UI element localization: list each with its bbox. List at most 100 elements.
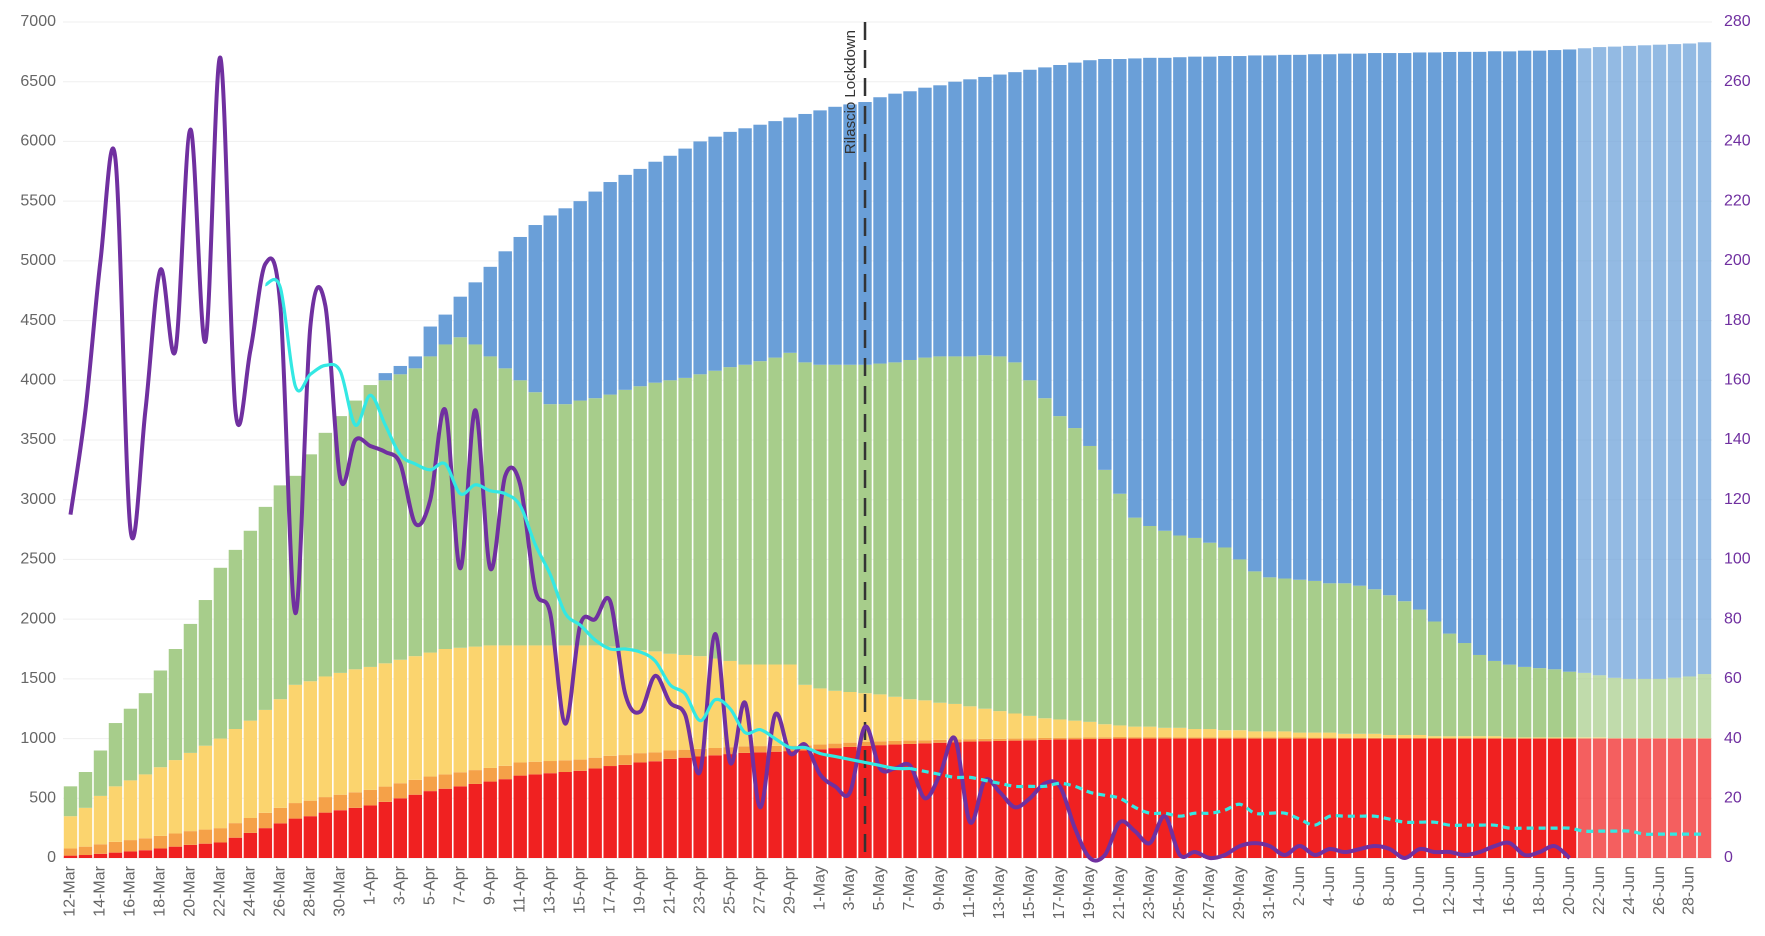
y-tick-label: 3500 — [20, 431, 56, 448]
bar-segment — [183, 844, 198, 858]
bar-segment — [1338, 737, 1352, 739]
bar-segment — [1008, 713, 1022, 739]
bar-segment — [1293, 579, 1307, 733]
bar-segment — [1113, 725, 1127, 738]
bar-segment — [468, 646, 482, 771]
bar-segment — [108, 786, 123, 842]
bar-segment — [378, 663, 392, 787]
bar-segment — [1562, 49, 1577, 672]
y2-tick-label: 260 — [1724, 73, 1751, 90]
bar-segment — [633, 650, 647, 754]
bar-segment — [768, 751, 782, 858]
y-tick-label: 2000 — [20, 610, 56, 627]
bar-segment — [63, 848, 78, 856]
bar-segment — [1143, 738, 1157, 858]
bar-segment — [543, 761, 557, 774]
bar-segment — [63, 855, 78, 858]
bar-segment — [648, 161, 662, 383]
bar-segment — [978, 355, 992, 709]
bar-segment — [768, 745, 782, 752]
bar-segment — [288, 818, 303, 858]
bar-segment — [948, 742, 962, 858]
bar-segment — [1143, 525, 1157, 727]
bar-segment — [1547, 737, 1562, 739]
bar-segment — [1652, 738, 1667, 858]
bar-segment — [738, 746, 752, 753]
bar-segment — [303, 816, 318, 858]
bar-segment — [1622, 738, 1637, 858]
bar-segment — [393, 659, 407, 784]
bar-segment — [1278, 738, 1292, 858]
x-tick-label: 18-Jun — [1531, 866, 1548, 915]
bar-segment — [1248, 738, 1262, 858]
y2-tick-label: 220 — [1724, 192, 1751, 209]
x-tick-label: 2-Jun — [1291, 866, 1308, 906]
bar-segment — [123, 840, 138, 852]
bar-segment — [1098, 59, 1112, 470]
bar-segment — [1068, 737, 1082, 740]
bar-segment — [393, 783, 407, 799]
bar-segment — [333, 672, 348, 795]
bar-segment — [393, 365, 407, 375]
y2-tick-label: 80 — [1724, 610, 1742, 627]
bar-segment — [483, 781, 497, 858]
bar-segment — [1263, 731, 1277, 738]
bar-segment — [1412, 738, 1427, 858]
bar-segment — [1368, 53, 1382, 590]
bar-segment — [753, 124, 767, 362]
bar-segment — [1338, 733, 1352, 738]
bar-segment — [1637, 45, 1652, 679]
bar-segment — [663, 758, 677, 858]
bar-segment — [1218, 547, 1232, 731]
bar-segment — [1547, 738, 1562, 858]
bar-segment — [1113, 737, 1127, 739]
bar-segment — [243, 720, 258, 818]
bar-segment — [1517, 737, 1532, 739]
bar-segment — [903, 740, 917, 744]
bar-segment — [1248, 737, 1262, 739]
bar-segment — [273, 699, 288, 808]
bar-segment — [1158, 727, 1172, 738]
bar-segment — [1338, 53, 1352, 584]
bar-segment — [933, 85, 947, 357]
bar-segment — [1173, 57, 1187, 536]
bar-segment — [1248, 571, 1262, 732]
x-tick-label: 25-May — [1171, 866, 1188, 919]
bar-segment — [453, 772, 467, 787]
bar-segment — [1442, 633, 1457, 737]
bar-segment — [1038, 67, 1052, 399]
bar-segment — [573, 201, 587, 401]
bar-segment — [1128, 726, 1142, 738]
bar-segment — [603, 394, 617, 647]
bar-segment — [888, 362, 902, 697]
bar-segment — [198, 745, 213, 830]
bar-segment — [738, 752, 752, 858]
bar-segment — [633, 762, 647, 858]
bar-segment — [78, 772, 93, 808]
x-tick-label: 12-Jun — [1441, 866, 1458, 915]
bar-segment — [1158, 57, 1172, 531]
line — [264, 277, 911, 771]
bar-segment — [1427, 621, 1442, 737]
x-tick-label: 1-May — [811, 866, 828, 910]
bar-segment — [198, 843, 213, 858]
bar-segment — [393, 798, 407, 858]
bar-segment — [528, 645, 542, 762]
x-tick-label: 7-Apr — [451, 865, 468, 905]
bar-segment — [1173, 738, 1187, 858]
bar-segment — [1368, 589, 1382, 734]
bar-segment — [1278, 731, 1292, 738]
bar-segment — [1113, 59, 1127, 494]
bar-segment — [423, 326, 437, 357]
bar-segment — [228, 837, 243, 858]
bar-segment — [1023, 738, 1037, 741]
bar-segment — [573, 759, 587, 771]
bar-segment — [1577, 737, 1592, 739]
y-tick-label: 1000 — [20, 730, 56, 747]
x-tick-label: 24-Jun — [1621, 866, 1638, 915]
bar-segment — [528, 392, 542, 646]
bar-segment — [783, 352, 797, 665]
bar-segment — [213, 567, 228, 739]
bar-segment — [468, 783, 482, 858]
bar-segment — [1038, 737, 1052, 740]
